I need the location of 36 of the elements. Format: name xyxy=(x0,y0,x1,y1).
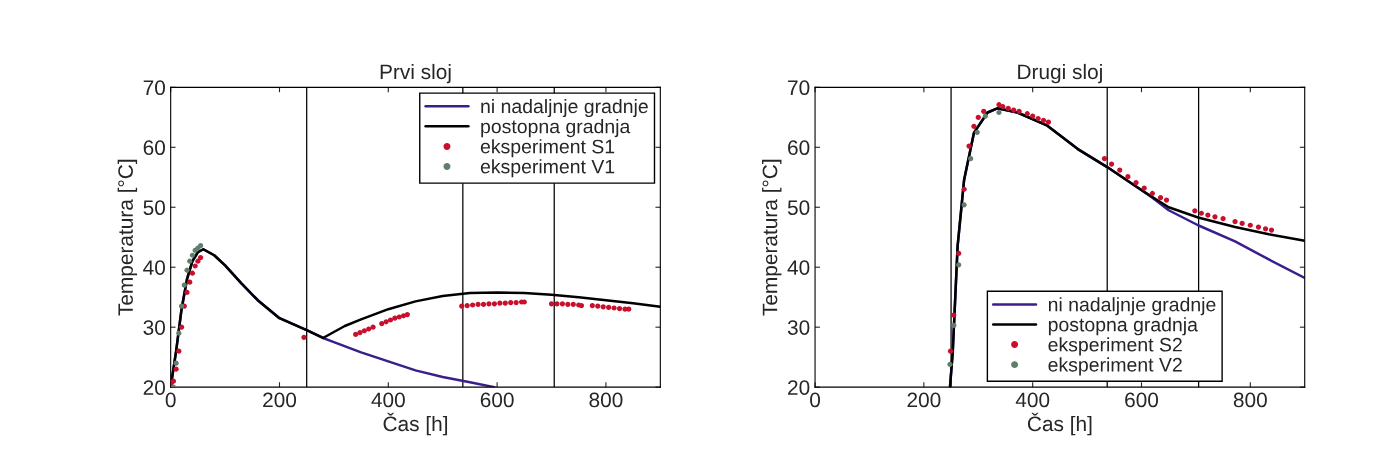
x-tick-label: 200 xyxy=(907,392,941,408)
y-tick-label: 70 xyxy=(143,80,165,96)
y-tick-label: 30 xyxy=(787,320,810,335)
x-tick-label: 600 xyxy=(480,392,514,408)
legend-label: eksperiment S1 xyxy=(480,139,615,158)
chart-title: Drugi sloj xyxy=(1018,63,1102,84)
y-axis-title: Temperatura [°C] xyxy=(762,159,782,316)
y-tick-label: 20 xyxy=(143,380,165,395)
y-axis-title: Temperatura [°C] xyxy=(117,159,138,316)
legend-label: postopna gradnja xyxy=(481,119,631,138)
x-tick-label: 600 xyxy=(1125,392,1159,408)
y-tick-label: 70 xyxy=(788,80,810,96)
legend-label: eksperiment S2 xyxy=(1048,337,1182,356)
y-tick-label: 30 xyxy=(143,320,165,335)
legend-label: ni nadaljnje gradnje xyxy=(1048,297,1216,316)
y-tick-label: 60 xyxy=(143,140,165,156)
x-tick-label: 400 xyxy=(371,392,405,408)
chart-title: Prvi sloj xyxy=(380,63,451,84)
x-axis-title: Čas [h] xyxy=(1027,412,1092,436)
y-tick-label: 40 xyxy=(787,260,810,275)
y-tick-label: 60 xyxy=(788,140,810,156)
y-tick-label: 50 xyxy=(787,200,810,216)
legend-label: eksperiment V1 xyxy=(480,159,615,178)
legend-label: ni nadaljnje gradnje xyxy=(481,99,648,118)
x-tick-label: 200 xyxy=(263,392,297,408)
x-tick-label: 800 xyxy=(1233,392,1267,408)
x-tick-label: 0 xyxy=(810,392,821,408)
x-tick-label: 400 xyxy=(1015,392,1050,408)
x-axis-title: Čas [h] xyxy=(383,412,448,436)
y-tick-label: 40 xyxy=(143,260,165,275)
y-tick-label: 50 xyxy=(143,200,165,216)
x-tick-label: 0 xyxy=(165,392,176,408)
legend-label: eksperiment V2 xyxy=(1048,357,1182,376)
x-tick-label: 800 xyxy=(589,392,623,408)
y-tick-label: 20 xyxy=(788,380,810,395)
legend-label: postopna gradnja xyxy=(1048,317,1198,336)
